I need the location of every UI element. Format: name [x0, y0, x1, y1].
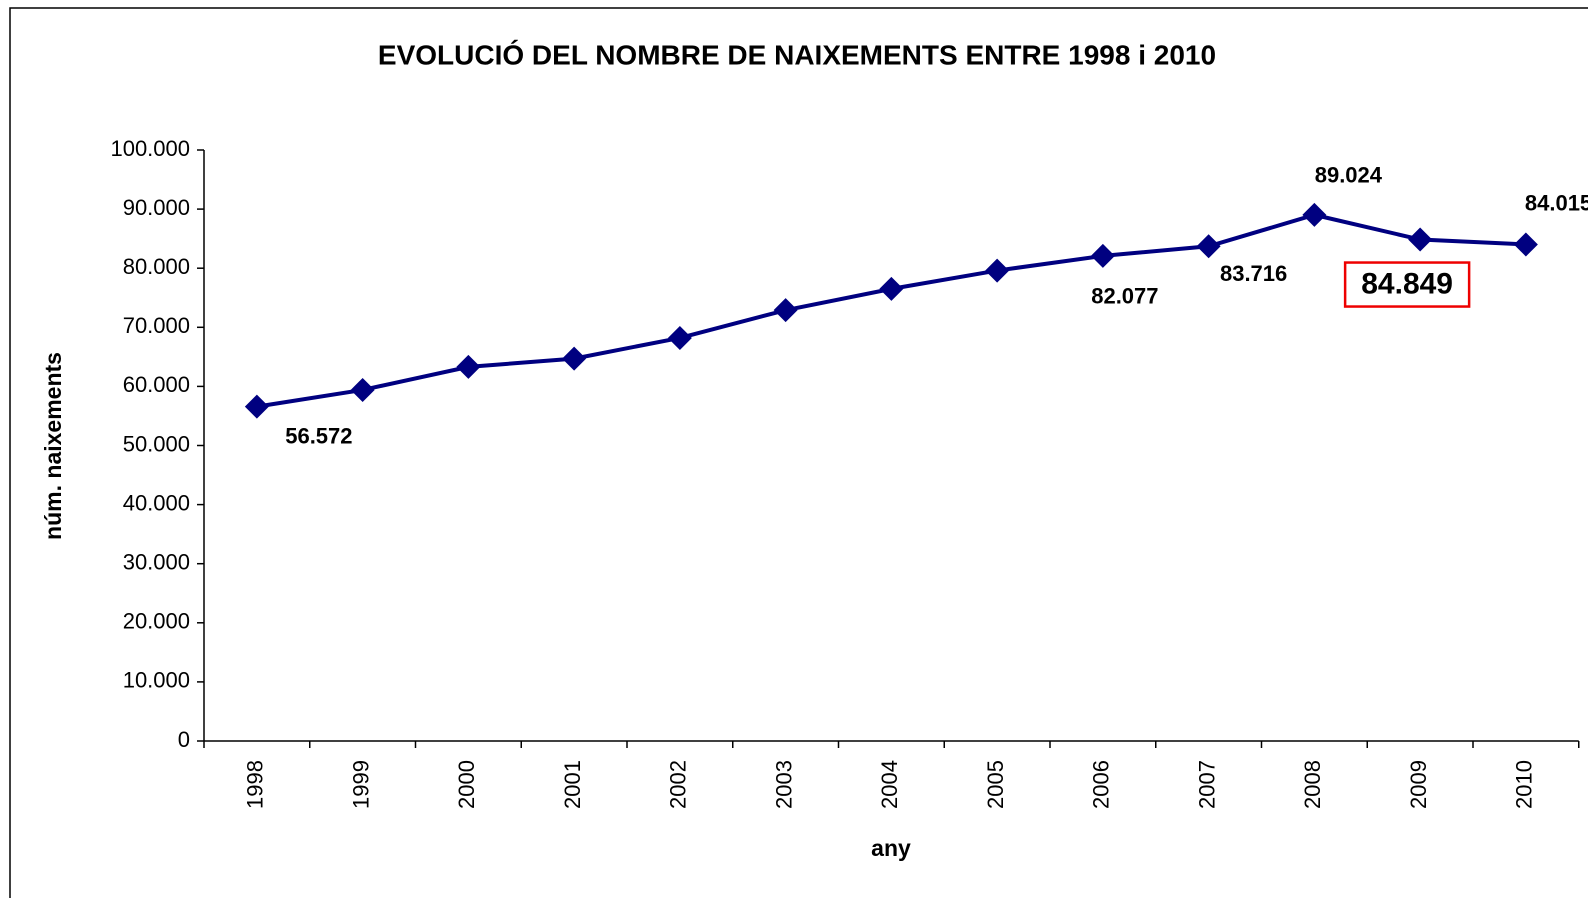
x-tick-label: 2006 [1089, 760, 1114, 809]
data-point [1513, 232, 1538, 257]
x-tick-label: 2010 [1512, 760, 1537, 809]
data-point [244, 394, 269, 419]
x-tick-label: 2003 [771, 760, 796, 809]
x-tick-label: 2001 [560, 760, 585, 809]
x-tick-label: 2000 [454, 760, 479, 809]
data-label: 56.572 [285, 423, 352, 448]
data-point [562, 346, 587, 371]
data-point [985, 258, 1010, 283]
x-tick-label: 1999 [348, 760, 373, 809]
y-tick-label: 100.000 [110, 136, 190, 161]
y-axis-label: núm. naixements [40, 352, 66, 540]
data-label: 89.024 [1315, 163, 1383, 188]
data-point [879, 276, 904, 301]
x-tick-label: 2005 [983, 760, 1008, 809]
y-tick-label: 70.000 [123, 313, 190, 338]
data-label: 82.077 [1091, 284, 1158, 309]
data-point [1090, 243, 1115, 268]
data-point [456, 354, 481, 379]
x-tick-label: 2004 [877, 760, 902, 809]
y-tick-label: 10.000 [123, 668, 190, 693]
highlight-box [1343, 261, 1471, 308]
x-axis-label: any [871, 835, 911, 861]
y-tick-label: 60.000 [123, 372, 190, 397]
data-point [773, 298, 798, 323]
x-tick-label: 2002 [666, 760, 691, 809]
x-tick-label: 2007 [1194, 760, 1219, 809]
y-tick-label: 80.000 [123, 254, 190, 279]
data-point [1196, 234, 1221, 259]
y-tick-label: 30.000 [123, 550, 190, 575]
x-tick-label: 1998 [243, 760, 268, 809]
data-point [1302, 202, 1327, 227]
x-tick-label: 2008 [1300, 760, 1325, 809]
chart-frame [9, 7, 1588, 898]
data-point [667, 325, 692, 350]
data-label: 84.849 [1361, 267, 1453, 300]
y-tick-label: 90.000 [123, 195, 190, 220]
y-tick-label: 0 [178, 727, 190, 752]
data-point [1408, 227, 1433, 252]
data-label: 83.716 [1220, 261, 1287, 286]
y-tick-label: 20.000 [123, 609, 190, 634]
y-tick-label: 50.000 [123, 431, 190, 456]
y-tick-label: 40.000 [123, 490, 190, 515]
data-label: 84.015 [1525, 190, 1588, 215]
data-point [350, 377, 375, 402]
x-tick-label: 2009 [1406, 760, 1431, 809]
chart-title: EVOLUCIÓ DEL NOMBRE DE NAIXEMENTS ENTRE … [378, 39, 1216, 70]
